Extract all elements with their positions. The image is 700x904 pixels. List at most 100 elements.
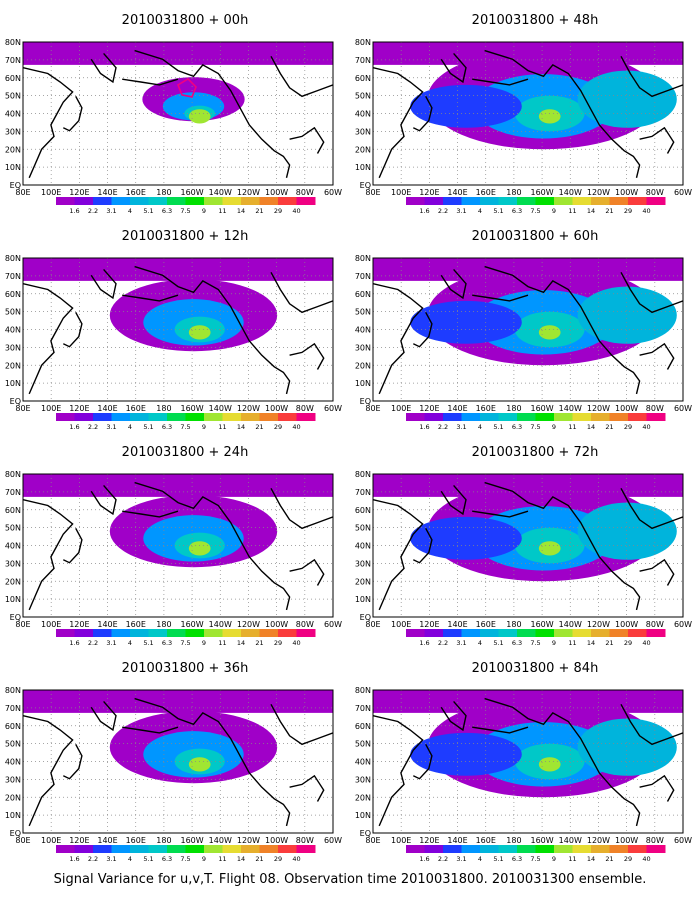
coastline (620, 703, 683, 746)
coastline (23, 499, 74, 611)
lon-label: 100E (41, 188, 61, 197)
lat-label: 20N (355, 145, 371, 154)
lon-label: 120E (69, 620, 89, 629)
lon-label: 180 (506, 188, 521, 197)
colorbar-tick-label: 11 (218, 207, 226, 215)
field-shading (188, 541, 211, 556)
colorbar-swatch (222, 197, 242, 205)
lat-label: EQ (360, 613, 371, 622)
colorbar-swatch (554, 845, 573, 853)
colorbar-tick-label: 14 (237, 639, 245, 647)
colorbar-swatch (628, 413, 647, 421)
lat-label: 80N (5, 470, 21, 479)
map-panel-p72: 2010031800 + 72h 80N 70N 60N 50N 40N 30N 20N 10N… (355, 445, 692, 647)
colorbar-tick-label: 4 (128, 639, 132, 647)
colorbar-swatch (424, 413, 444, 421)
field-shading (410, 300, 522, 344)
lon-label: 160W (530, 188, 553, 197)
coastline (63, 95, 83, 132)
lat-label: 60N (5, 290, 21, 299)
colorbar-swatch (56, 845, 75, 853)
colorbar-tick-label: 21 (255, 639, 263, 647)
lon-label: 120W (237, 836, 260, 845)
lon-label: 160E (476, 188, 496, 197)
colorbar-tick-label: 2.2 (438, 207, 448, 215)
colorbar-swatch (572, 413, 592, 421)
colorbar-swatch (259, 413, 279, 421)
lon-label: 120W (587, 836, 610, 845)
colorbar-swatch (517, 629, 536, 637)
coastline (23, 67, 74, 179)
coastline (620, 271, 683, 314)
lon-label: 120E (419, 404, 439, 413)
colorbar-swatch (572, 629, 592, 637)
coastline (484, 697, 641, 827)
colorbar-swatch (535, 629, 555, 637)
lat-label: 50N (355, 92, 371, 101)
colorbar-tick-label: 1.6 (69, 207, 79, 215)
colorbar-tick-label: 4 (478, 639, 482, 647)
colorbar-tick-label: 6.3 (162, 423, 172, 431)
colorbar-tick-label: 2.2 (88, 423, 98, 431)
lat-label: 50N (355, 308, 371, 317)
map-panel-p24: 2010031800 + 24h 80N 70N 60N 50N 40N 30N 20N 10N… (5, 445, 342, 647)
colorbar-swatch (204, 413, 223, 421)
colorbar-tick-label: 40 (292, 639, 300, 647)
lat-label: 20N (355, 361, 371, 370)
colorbar-swatch (461, 845, 481, 853)
field-shading (188, 757, 211, 772)
colorbar-swatch (56, 413, 75, 421)
lat-label: 10N (355, 811, 371, 820)
lon-label: 180 (156, 188, 171, 197)
lat-label: 10N (355, 163, 371, 172)
colorbar-swatch (517, 413, 536, 421)
colorbar-swatch (204, 629, 223, 637)
lat-label: 60N (355, 506, 371, 515)
lon-label: 140W (559, 404, 582, 413)
lon-label: 140E (447, 404, 467, 413)
colorbar-tick-label: 6.3 (162, 639, 172, 647)
colorbar-swatch (185, 845, 205, 853)
panel-title: 2010031800 + 12h (122, 229, 249, 244)
colorbar-swatch (646, 845, 666, 853)
coastline (23, 715, 74, 827)
field-shading (23, 258, 333, 281)
lon-label: 60W (674, 404, 692, 413)
lat-label: 30N (5, 127, 21, 136)
colorbar-swatch (461, 197, 481, 205)
lon-label: 180 (156, 836, 171, 845)
colorbar-tick-label: 2.2 (438, 855, 448, 863)
map-area (372, 473, 684, 618)
coastline (440, 484, 467, 516)
colorbar-swatch (185, 413, 205, 421)
lat-label: 80N (355, 38, 371, 47)
coastline (23, 283, 74, 395)
colorbar: 1.6 2.2 3.1 4 5.1 6.3 7.5 9 11 14 21 29 40 (406, 413, 666, 431)
colorbar-swatch (646, 413, 666, 421)
field-shading (577, 70, 677, 128)
lon-label: 160W (180, 620, 203, 629)
lon-label: 100E (41, 620, 61, 629)
colorbar-tick-label: 4 (478, 855, 482, 863)
coastline (484, 481, 641, 611)
colorbar-swatch (241, 413, 260, 421)
colorbar-tick-label: 11 (568, 639, 576, 647)
colorbar-swatch (259, 197, 279, 205)
field-shading (538, 109, 561, 124)
lon-label: 140E (97, 188, 117, 197)
map-frame (22, 689, 334, 834)
lat-label: 20N (355, 793, 371, 802)
colorbar-swatch (93, 197, 112, 205)
colorbar-tick-label: 3.1 (456, 207, 466, 215)
lon-label: 80E (365, 836, 380, 845)
lat-label: 70N (5, 704, 21, 713)
colorbar-swatch (406, 197, 425, 205)
lon-label: 180 (156, 404, 171, 413)
colorbar-tick-label: 2.2 (438, 639, 448, 647)
coastline (90, 484, 117, 516)
coastline (413, 95, 433, 132)
lat-label: 50N (355, 524, 371, 533)
colorbar-tick-label: 5.1 (493, 855, 503, 863)
field-shading (410, 516, 522, 560)
